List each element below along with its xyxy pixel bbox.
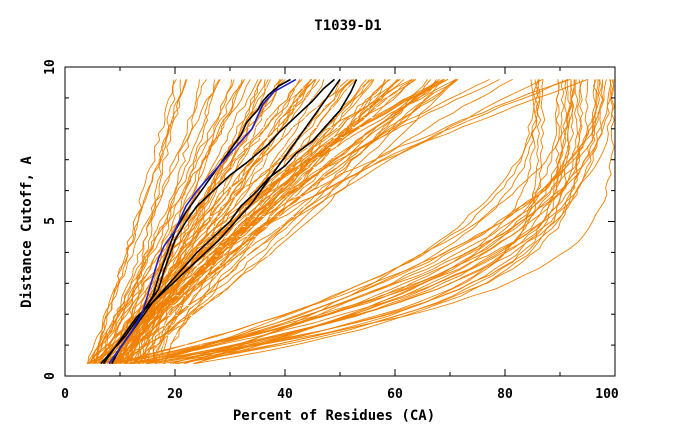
y-tick-label: 5 <box>43 217 58 225</box>
model-curve <box>154 79 584 365</box>
model-curve <box>114 79 567 365</box>
y-axis-label: Distance Cutoff, A <box>19 156 35 308</box>
model-curve <box>108 79 321 364</box>
model-curve <box>145 79 599 365</box>
model-curve <box>142 78 588 364</box>
highlight-curve-blue <box>108 78 297 365</box>
model-curve <box>123 79 232 364</box>
model-curve <box>93 79 177 364</box>
model-curve <box>147 79 575 365</box>
model-curve <box>148 79 574 365</box>
x-tick-label: 80 <box>497 387 513 402</box>
model-curve <box>146 79 546 365</box>
model-curve <box>126 79 281 364</box>
model-curve <box>118 79 543 364</box>
model-curve <box>146 79 604 365</box>
model-curve <box>96 79 251 364</box>
axis-tick-marks <box>64 66 616 377</box>
model-curve <box>131 79 457 364</box>
model-curve <box>139 79 444 364</box>
model-curve <box>125 79 604 365</box>
model-curve <box>160 78 490 364</box>
x-tick-label: 60 <box>387 387 403 402</box>
model-curve <box>113 79 440 364</box>
y-axis-tick-labels: 0 5 10 <box>43 59 58 380</box>
model-curve <box>128 79 560 365</box>
model-curve <box>98 79 208 364</box>
highlight-curve-black <box>102 78 336 365</box>
highlight-curve-black <box>111 79 358 364</box>
model-curve <box>183 79 560 365</box>
x-axis-label: Percent of Residues (CA) <box>233 408 435 424</box>
y-tick-label: 10 <box>43 59 58 75</box>
x-tick-label: 100 <box>595 387 619 402</box>
model-curve <box>95 79 187 364</box>
model-curve <box>101 79 259 364</box>
x-tick-label: 40 <box>277 387 293 402</box>
background-model-curves <box>86 78 615 365</box>
x-tick-label: 20 <box>167 387 183 402</box>
highlighted-model-curves <box>100 78 358 365</box>
model-curve <box>153 79 415 364</box>
model-curve <box>163 79 458 364</box>
model-curve <box>122 79 413 364</box>
model-curve <box>151 79 449 364</box>
model-curve <box>152 79 500 364</box>
model-curve <box>124 79 615 365</box>
model-curve <box>129 79 615 365</box>
model-curve <box>93 79 312 364</box>
model-curve <box>106 79 303 364</box>
model-curve <box>177 79 565 365</box>
model-curve <box>194 79 541 365</box>
model-curve <box>110 79 459 365</box>
model-curve <box>99 79 245 364</box>
model-curve <box>112 79 535 365</box>
model-curve <box>86 79 235 364</box>
x-axis-tick-labels: 0 20 40 60 80 100 <box>61 387 619 402</box>
model-curve <box>175 79 542 365</box>
model-curve <box>109 79 538 365</box>
model-curve <box>138 79 598 365</box>
x-tick-label: 0 <box>61 387 69 402</box>
model-curve <box>115 79 176 364</box>
model-curve <box>92 79 349 364</box>
y-tick-label: 0 <box>43 372 58 380</box>
model-curve <box>87 79 220 364</box>
model-curve <box>94 79 457 364</box>
chart-title: T1039-D1 <box>314 18 381 34</box>
band-white-tick-marks <box>155 87 394 346</box>
